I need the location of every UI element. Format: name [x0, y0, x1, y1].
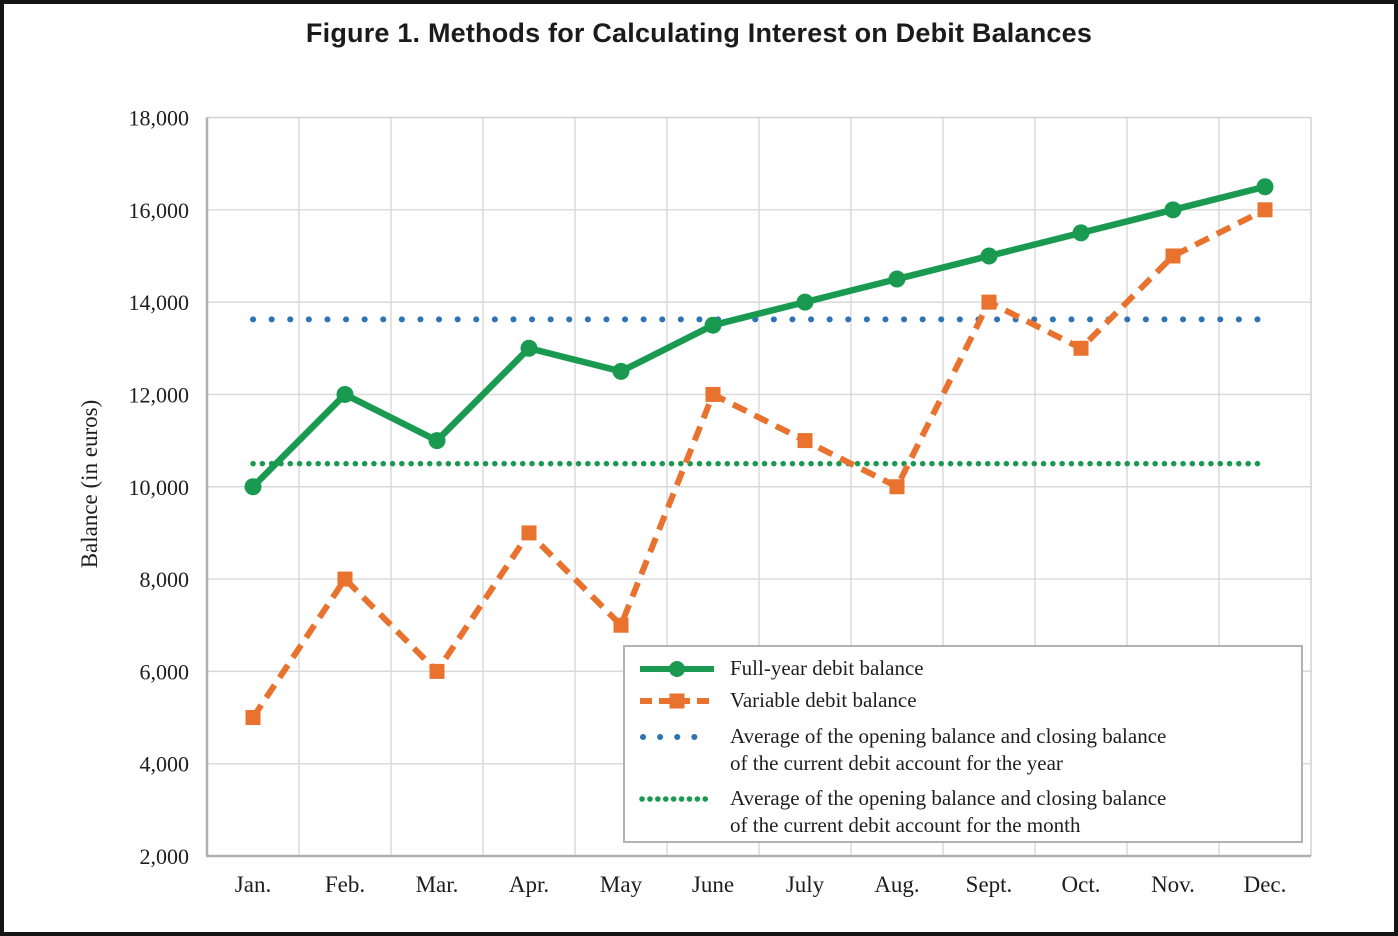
chart-plot: 2,000 4,000 6,000 8,000 10,000 12,000 14,000 16… — [129, 106, 1312, 897]
svg-text:2,000: 2,000 — [140, 844, 190, 869]
figure-title: Figure 1. Methods for Calculating Intere… — [305, 18, 1093, 48]
svg-text:12,000: 12,000 — [129, 382, 190, 407]
svg-text:Nov.: Nov. — [1151, 872, 1195, 897]
svg-text:18,000: 18,000 — [129, 106, 190, 131]
legend-label-variable: Variable debit balance — [730, 688, 917, 712]
svg-text:Aug.: Aug. — [874, 872, 919, 897]
legend-label-average-year: Average of the opening balance and closi… — [730, 724, 1167, 775]
legend-key-average-month-icon — [639, 796, 715, 802]
legend-label-full-year: Full-year debit balance — [730, 656, 924, 680]
svg-text:16,000: 16,000 — [129, 198, 190, 223]
legend: Full-year debit balance Variable debit b… — [623, 645, 1303, 843]
legend-item-full-year: Full-year debit balance — [638, 655, 1293, 683]
legend-label-average-month: Average of the opening balance and closi… — [730, 786, 1167, 837]
svg-text:July: July — [786, 872, 825, 897]
legend-item-average-year: Average of the opening balance and closi… — [638, 723, 1293, 777]
svg-text:10,000: 10,000 — [129, 475, 190, 500]
legend-item-average-month: Average of the opening balance and closi… — [638, 785, 1293, 839]
svg-text:6,000: 6,000 — [140, 659, 190, 684]
svg-text:Oct.: Oct. — [1062, 872, 1101, 897]
svg-text:May: May — [600, 872, 643, 897]
svg-text:Apr.: Apr. — [509, 872, 549, 897]
svg-text:June: June — [692, 872, 734, 897]
svg-text:4,000: 4,000 — [140, 752, 190, 777]
legend-key-variable-icon — [640, 693, 714, 709]
legend-key-full-year-icon — [640, 661, 714, 677]
legend-key-average-year-icon — [640, 734, 714, 740]
legend-item-variable: Variable debit balance — [638, 687, 1293, 715]
svg-text:Feb.: Feb. — [325, 872, 365, 897]
svg-text:8,000: 8,000 — [140, 567, 190, 592]
svg-text:14,000: 14,000 — [129, 290, 190, 315]
svg-text:Jan.: Jan. — [235, 872, 271, 897]
svg-text:Mar.: Mar. — [416, 872, 459, 897]
svg-text:Sept.: Sept. — [966, 872, 1013, 897]
svg-text:Dec.: Dec. — [1244, 872, 1287, 897]
